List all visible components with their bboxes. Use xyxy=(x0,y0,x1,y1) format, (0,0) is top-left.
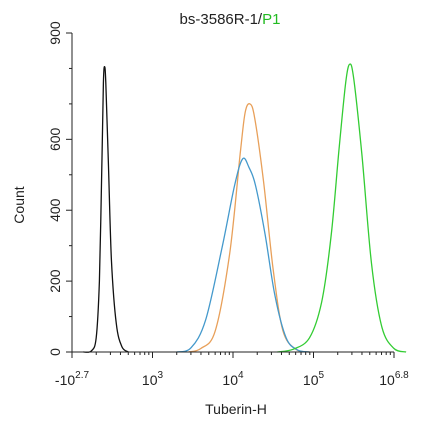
x-tick-label: 105 xyxy=(303,370,325,388)
y-tick-label: 0 xyxy=(47,348,63,356)
y-axis: 0 200 400 600 900 xyxy=(47,21,73,356)
chart-title-main: bs-3586R-1/ xyxy=(180,11,263,28)
y-axis-label: Count xyxy=(11,186,27,223)
y-tick-label: 600 xyxy=(47,127,63,151)
chart-title: bs-3586R-1/P1 xyxy=(180,11,281,28)
x-tick-label: 106.8 xyxy=(379,370,409,388)
x-axis: -102.7 103 104 105 106.8 xyxy=(55,351,409,388)
y-tick-label: 900 xyxy=(47,21,63,45)
x-axis-label: Tuberin-H xyxy=(205,401,267,417)
plot-area xyxy=(83,63,407,353)
x-tick-label: 104 xyxy=(222,370,244,388)
histogram-series-1 xyxy=(83,66,129,353)
x-tick-label: -102.7 xyxy=(55,370,90,388)
histogram-series-3 xyxy=(176,157,310,353)
x-tick-label: 103 xyxy=(142,370,164,388)
chart-title-gate: P1 xyxy=(262,11,280,28)
y-tick-label: 200 xyxy=(47,269,63,293)
y-tick-label: 400 xyxy=(47,198,63,222)
histogram-series-4 xyxy=(277,63,407,353)
